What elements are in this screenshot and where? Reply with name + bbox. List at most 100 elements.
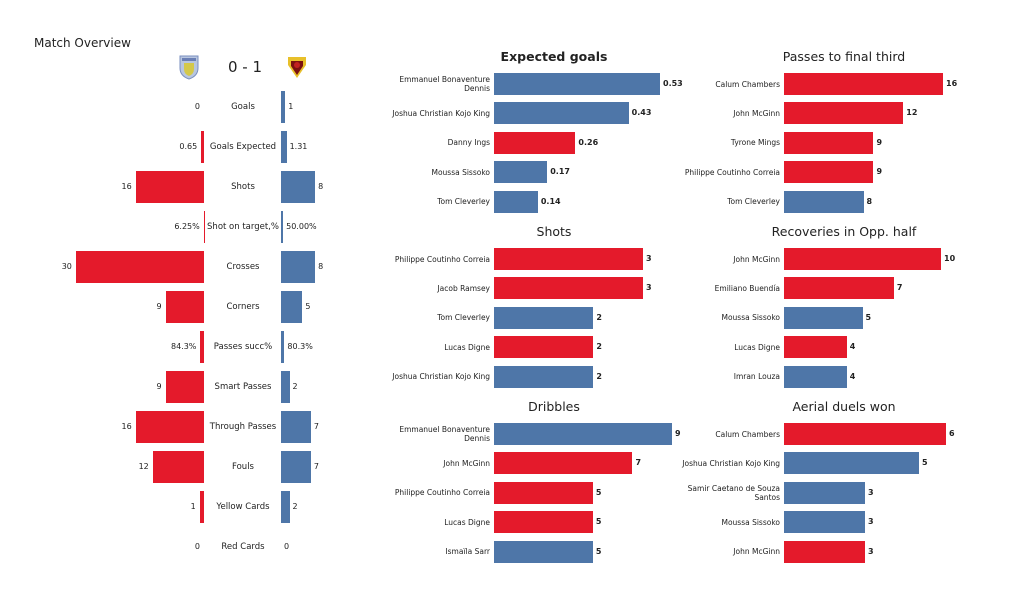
bar-value: 4 [849, 371, 856, 381]
player-bar [784, 131, 874, 154]
bar-value: 2 [596, 312, 602, 322]
player-label: John McGinn [733, 547, 780, 557]
bar-value: 10 [944, 254, 956, 263]
player-bar [784, 481, 865, 504]
bar-value: 0.26 [578, 137, 599, 147]
bar-value: 9 [675, 429, 681, 438]
player-bar [784, 540, 865, 563]
away-value: 50.00% [286, 222, 317, 231]
player-bar [784, 277, 894, 300]
player-bar [784, 336, 847, 359]
player-bar [494, 452, 633, 475]
bar-value: 0.43 [631, 108, 652, 118]
player-bar [784, 248, 941, 270]
player-bar [784, 102, 904, 125]
home-bar [75, 251, 204, 283]
away-value: 7 [313, 422, 319, 431]
away-bar [281, 411, 311, 443]
bar-value: 5 [865, 312, 872, 322]
away-bar [281, 211, 284, 243]
home-value: 84.3% [170, 342, 197, 351]
away-bar [281, 491, 290, 523]
away-bar [281, 451, 311, 483]
away-value: 0 [284, 542, 290, 551]
bar-value: 0.14 [540, 196, 561, 206]
away-value: 2 [292, 502, 298, 511]
bar-value: 5 [595, 517, 602, 527]
away-value: 80.3% [287, 342, 313, 351]
score: 0 - 1 [228, 58, 263, 76]
stat-label: Crosses [226, 261, 260, 272]
player-label: Calum Chambers [715, 79, 780, 89]
chart-title: Aerial duels won [792, 399, 896, 414]
chart-title: Passes to final third [782, 49, 906, 64]
home-bar [201, 131, 204, 163]
player-bar [494, 365, 594, 388]
home-value: 16 [121, 182, 132, 191]
player-label: Lucas Digne [734, 342, 780, 352]
home-bar [135, 171, 204, 203]
away-bar [281, 91, 286, 123]
home-value: 6.25% [174, 222, 200, 231]
away-bar [281, 131, 287, 163]
away-bar [281, 251, 316, 283]
home-bar [200, 331, 204, 363]
bar-value: 7 [896, 283, 903, 293]
player-label: Emiliano Buendía [714, 283, 780, 293]
away-value: 5 [305, 302, 311, 311]
player-label: Calum Chambers [715, 429, 780, 439]
chart-title: Recoveries in Opp. half [771, 224, 917, 239]
bar-value: 5 [922, 458, 928, 468]
player-bar [494, 131, 576, 154]
player-label: Samir Caetano de Souza Santos [687, 483, 780, 502]
bar-value: 16 [946, 79, 958, 88]
player-bar [784, 306, 863, 329]
player-label: Philippe Coutinho Correia [394, 254, 490, 264]
player-label: Lucas Digne [444, 342, 490, 352]
home-value: 16 [121, 422, 132, 431]
player-label: Lucas Digne [444, 517, 490, 527]
bar-value: 3 [868, 487, 874, 497]
player-bar [494, 423, 672, 445]
player-bar [494, 190, 538, 213]
stat-label: Smart Passes [214, 381, 272, 392]
bar-value: 5 [595, 487, 602, 497]
home-bar [135, 411, 204, 443]
player-label: Imran Louza [733, 372, 780, 382]
stat-label: Goals Expected [209, 141, 277, 152]
home-bar [199, 491, 204, 523]
player-label: Joshua Christian Kojo King [682, 458, 780, 468]
player-label: Tom Cleverley [437, 313, 490, 323]
player-label: Philippe Coutinho Correia [394, 488, 490, 498]
away-value: 8 [318, 262, 324, 271]
home-value: 0.65 [179, 142, 198, 151]
bar-value: 12 [906, 108, 918, 118]
home-bar [165, 291, 204, 323]
bar-value: 3 [868, 546, 874, 556]
player-bar [494, 540, 593, 563]
away-value: 2 [292, 382, 298, 391]
bar-value: 9 [876, 167, 883, 177]
bar-value: 2 [596, 342, 602, 352]
player-bar [784, 423, 946, 445]
player-label: Moussa Sissoko [431, 167, 490, 177]
home-bar [165, 371, 204, 403]
stat-label: Shots [231, 181, 255, 192]
bar-value: 3 [646, 283, 652, 293]
player-bar [494, 102, 629, 125]
player-label: Emmanuel Bonaventure Dennis [399, 75, 490, 93]
player-label: Moussa Sissoko [721, 313, 780, 323]
player-bar [784, 190, 864, 213]
away-bar [281, 331, 285, 363]
player-label: Joshua Christian Kojo King [392, 108, 490, 118]
bar-value: 0.17 [550, 167, 570, 177]
away-bar [281, 291, 303, 323]
home-value: 0 [194, 542, 200, 551]
bar-value: 3 [868, 517, 874, 527]
player-bar [494, 161, 548, 184]
player-bar [494, 73, 660, 95]
player-bar [784, 511, 865, 534]
player-label: John McGinn [733, 108, 780, 118]
chart-title: Shots [536, 224, 572, 239]
player-label: Ismaïla Sarr [445, 547, 490, 557]
